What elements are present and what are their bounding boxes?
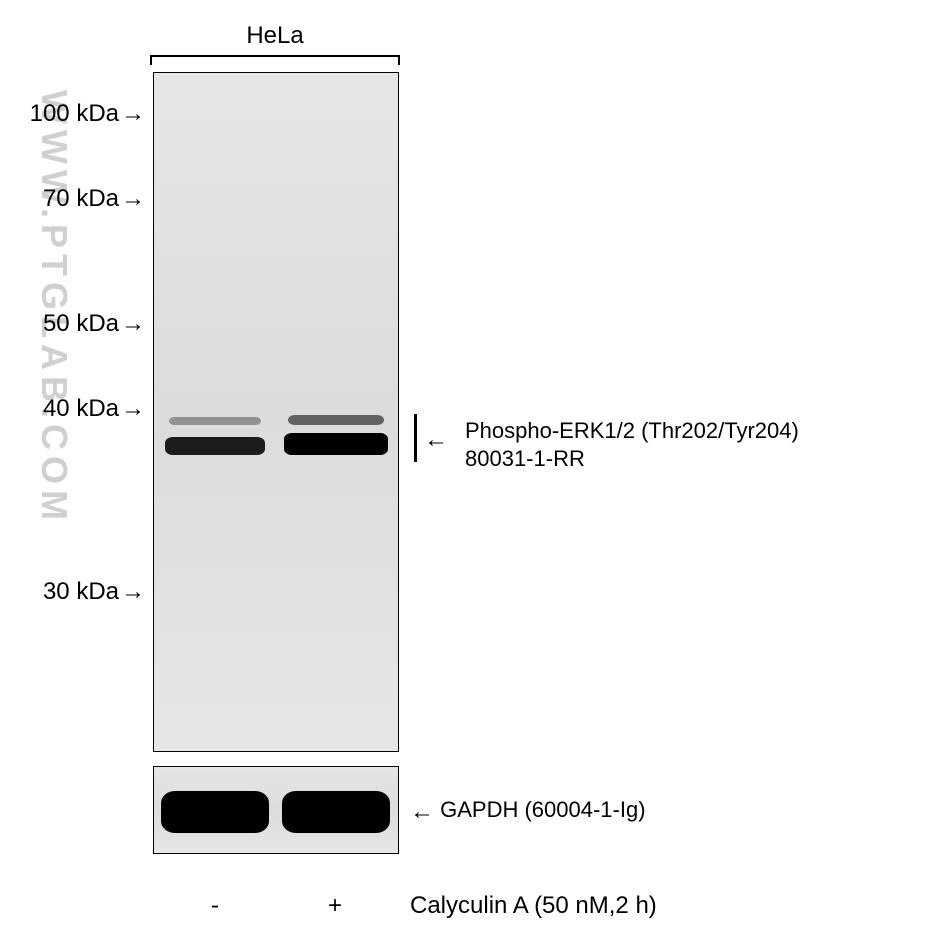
target-bracket: [414, 414, 417, 462]
target-name-label: Phospho-ERK1/2 (Thr202/Tyr204): [465, 418, 799, 444]
mw-marker-50: 50 kDa→: [43, 310, 145, 338]
mw-marker-label: 50 kDa: [43, 310, 119, 337]
arrow-right-icon: →: [121, 185, 145, 213]
mw-marker-40: 40 kDa→: [43, 395, 145, 423]
mw-marker-70: 70 kDa→: [43, 185, 145, 213]
arrow-left-icon: ←: [410, 798, 434, 826]
sample-label: HeLa: [235, 22, 315, 50]
mw-marker-30: 30 kDa→: [43, 578, 145, 606]
treatment-plus: +: [325, 892, 345, 920]
band-erk1-treated: [288, 415, 384, 425]
mw-marker-label: 100 kDa: [30, 100, 119, 127]
band-gapdh-treated: [282, 791, 390, 833]
treatment-description: Calyculin A (50 nM,2 h): [410, 892, 657, 920]
target-arrow: ←: [424, 424, 448, 452]
band-erk2-treated: [284, 433, 388, 455]
figure-container: WWW.PTGLAB.COM HeLa 100 kDa→ 70 kDa→ 50 …: [0, 0, 935, 950]
band-erk2-untreated: [165, 437, 265, 455]
arrow-left-icon: ←: [424, 426, 448, 454]
mw-marker-label: 40 kDa: [43, 395, 119, 422]
gapdh-label-text: GAPDH (60004-1-Ig): [440, 797, 645, 822]
arrow-right-icon: →: [121, 395, 145, 423]
mw-marker-100: 100 kDa→: [30, 100, 145, 128]
main-blot: [153, 72, 399, 752]
gapdh-blot: [153, 766, 399, 854]
watermark-text: WWW.PTGLAB.COM: [33, 90, 75, 526]
mw-marker-label: 70 kDa: [43, 185, 119, 212]
target-catalog-label: 80031-1-RR: [465, 446, 585, 472]
sample-bracket: [150, 55, 400, 57]
arrow-right-icon: →: [121, 578, 145, 606]
mw-marker-label: 30 kDa: [43, 578, 119, 605]
gapdh-label: ← GAPDH (60004-1-Ig): [410, 796, 646, 824]
arrow-right-icon: →: [121, 310, 145, 338]
band-gapdh-untreated: [161, 791, 269, 833]
treatment-minus: -: [205, 892, 225, 920]
arrow-right-icon: →: [121, 100, 145, 128]
band-erk1-untreated: [169, 417, 261, 425]
